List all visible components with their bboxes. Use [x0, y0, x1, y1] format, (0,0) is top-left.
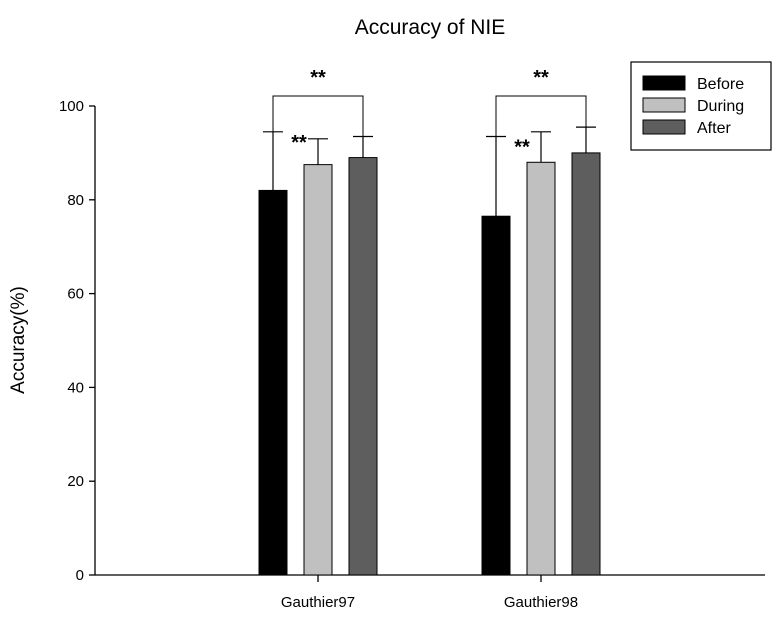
significance-marker: ** [514, 136, 530, 158]
x-tick-label: Gauthier98 [504, 594, 578, 611]
bar [481, 215, 511, 576]
bar [258, 189, 288, 576]
significance-marker: ** [533, 67, 549, 89]
legend-swatch [642, 119, 686, 135]
x-tick-label: Gauthier97 [281, 594, 355, 611]
bar [571, 152, 601, 576]
legend-label: During [697, 98, 744, 115]
legend-swatch [642, 97, 686, 113]
y-tick-label: 80 [67, 192, 84, 209]
legend: Before During After [630, 61, 772, 151]
legend-label: After [697, 120, 731, 137]
chart-title: Accuracy of NIE [355, 16, 506, 39]
y-tick-label: 40 [67, 379, 84, 396]
significance-bracket [272, 95, 364, 137]
y-tick-label: 100 [59, 98, 84, 115]
significance-bracket [495, 95, 587, 137]
significance-marker: ** [310, 67, 326, 89]
y-tick-label: 60 [67, 286, 84, 303]
significance-marker: ** [291, 132, 307, 154]
plot-area: 0 20 40 60 80 100 Gauthier97 Gauthier98 ** ** ** ** [59, 67, 765, 611]
bar [526, 161, 556, 576]
y-tick-label: 20 [67, 473, 84, 490]
y-tick-label: 0 [76, 567, 84, 584]
legend-swatch [642, 75, 686, 91]
y-axis-label: Accuracy(%) [8, 286, 29, 394]
legend-label: Before [697, 76, 744, 93]
bar [303, 164, 333, 576]
bar [348, 157, 378, 576]
